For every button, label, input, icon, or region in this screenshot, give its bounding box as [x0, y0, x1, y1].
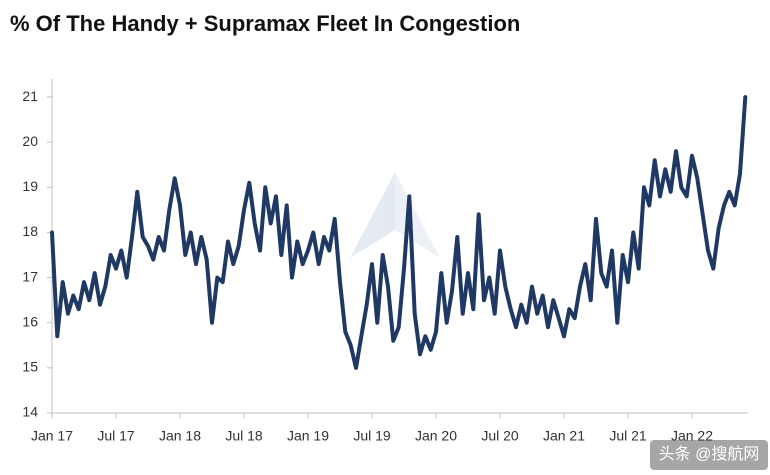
- x-tick-label: Jul 20: [481, 428, 519, 444]
- y-tick-label: 17: [22, 268, 38, 284]
- y-tick-label: 21: [22, 88, 38, 104]
- y-tick-label: 20: [22, 133, 38, 149]
- x-tick-label: Jan 21: [543, 428, 585, 444]
- x-tick-label: Jan 19: [287, 428, 329, 444]
- x-tick-label: Jan 17: [31, 428, 73, 444]
- y-tick-label: 16: [22, 313, 38, 329]
- y-tick-label: 15: [22, 359, 38, 375]
- y-tick-label: 19: [22, 178, 38, 194]
- x-tick-label: Jul 18: [225, 428, 263, 444]
- line: [50, 95, 748, 370]
- x-tick-label: Jan 22: [671, 428, 713, 444]
- x-tick-label: Jul 19: [353, 428, 391, 444]
- chart-title: % Of The Handy + Supramax Fleet In Conge…: [10, 11, 520, 36]
- x-tick-label: Jul 21: [609, 428, 647, 444]
- y-tick-label: 14: [22, 404, 38, 420]
- x-tick-label: Jul 17: [97, 428, 135, 444]
- watermark: 头条 @搜航网: [659, 445, 760, 463]
- logo: [350, 172, 440, 258]
- x-tick-label: Jan 20: [415, 428, 457, 444]
- x-tick-label: Jan 18: [159, 428, 201, 444]
- watermark-bg: [650, 440, 768, 470]
- y-tick-label: 18: [22, 223, 38, 239]
